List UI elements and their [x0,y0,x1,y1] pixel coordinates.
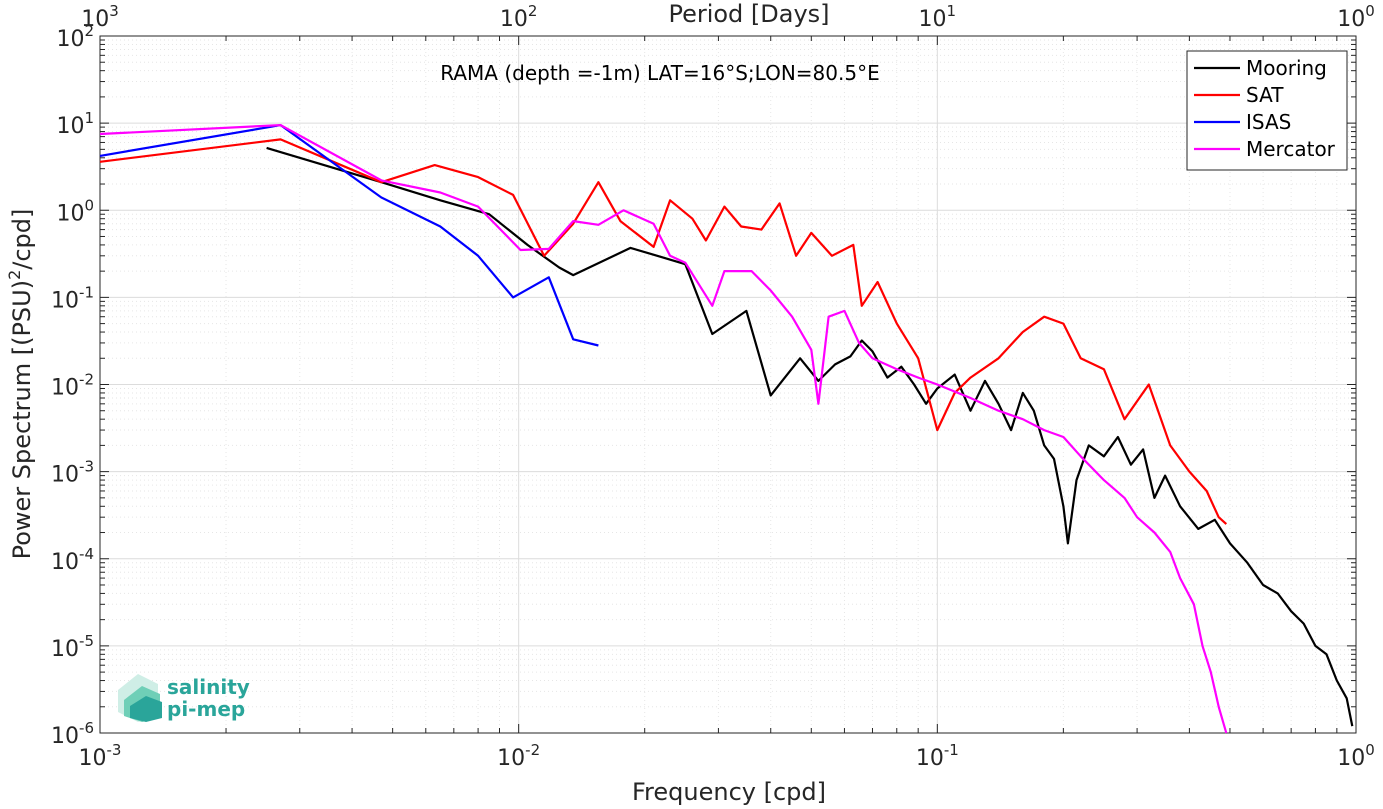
series-line-isas [99,123,599,347]
logo-wave-front [130,696,162,722]
top-tick-label: 103 [81,2,119,32]
x-axis-label: Frequency [cpd] [632,778,826,806]
legend-label-isas: ISAS [1246,110,1291,134]
series-line-mooring [266,146,1354,727]
legend-label-mercator: Mercator [1246,137,1336,161]
y-axis-label-main: Power Spectrum [(PSU) [8,280,36,559]
logo-line1: salinity [167,675,250,699]
x-tick-label: 10-3 [79,741,122,771]
y-tick-label: 10-3 [51,458,94,488]
y-tick-label: 10-4 [51,545,94,575]
x-tick-label: 10-1 [916,741,959,771]
series-line-sat [99,138,1228,525]
chart-title: RAMA (depth =-1m) LAT=16°S;LON=80.5°E [440,61,879,85]
x-tick-label: 10-2 [497,741,540,771]
top-tick-label: 101 [919,2,957,32]
legend: Mooring SAT ISAS Mercator [1186,50,1348,171]
series-line-mercator [99,123,1228,734]
y-tick-label: 10-2 [51,371,94,401]
y-tick-label: 101 [56,109,94,139]
y-tick-label: 10-5 [51,632,94,662]
logo-line2: pi-mep [167,697,245,721]
legend-label-sat: SAT [1246,83,1284,107]
y-axis-label: Power Spectrum [(PSU)2/cpd] [5,209,36,560]
y-axis-label-tail: /cpd] [8,209,36,270]
x-tick-label: 100 [1337,741,1375,771]
legend-box [1186,50,1348,171]
y-tick-label: 10-1 [51,283,94,313]
y-tick-label: 100 [56,196,94,226]
top-axis-label: Period [Days] [668,0,829,28]
top-tick-label: 100 [1337,2,1375,32]
y-tick-label: 102 [56,22,94,52]
salinity-pi-mep-logo: salinity pi-mep [118,674,250,722]
y-tick-label: 10-6 [51,719,94,749]
y-axis-label-sup: 2 [5,270,24,280]
series-layer [99,123,1354,734]
legend-label-mooring: Mooring [1246,56,1327,80]
top-tick-label: 102 [500,2,538,32]
major-grid [99,35,1357,734]
